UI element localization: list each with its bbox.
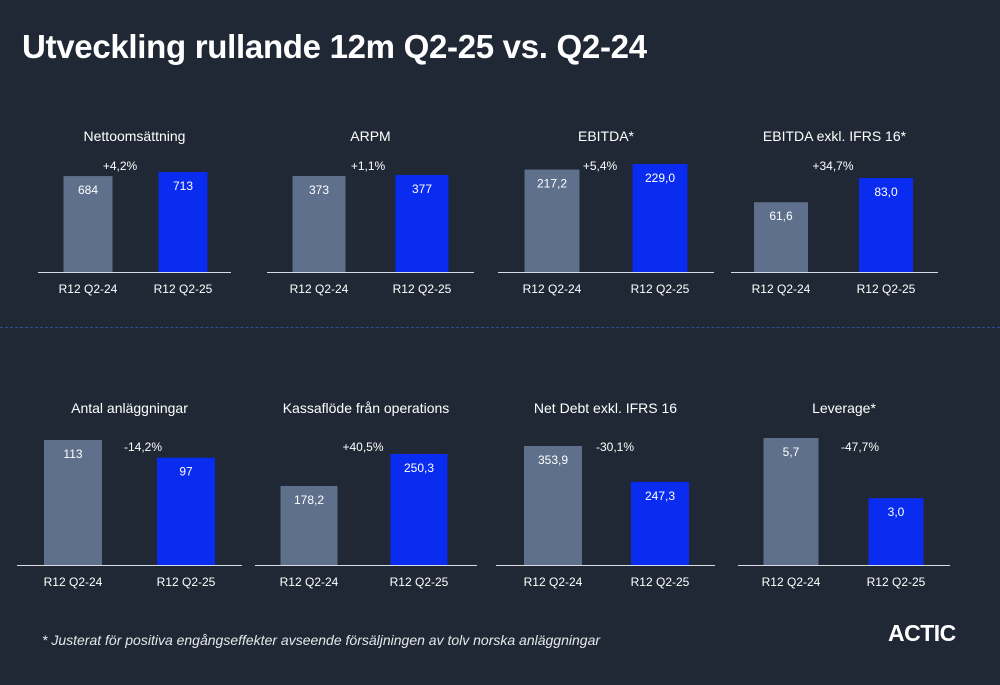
category-label: R12 Q2-25 xyxy=(631,575,690,589)
chart-title: ARPM xyxy=(350,128,390,144)
category-label: R12 Q2-24 xyxy=(524,575,583,589)
page-title: Utveckling rullande 12m Q2-25 vs. Q2-24 xyxy=(22,28,647,65)
change-label: +34,7% xyxy=(812,159,853,173)
bar-r12-q2-25 xyxy=(395,175,449,272)
category-label: R12 Q2-24 xyxy=(44,575,103,589)
bar-value-label: 61,6 xyxy=(769,209,793,223)
bar-r12-q2-25 xyxy=(632,164,688,272)
category-label: R12 Q2-25 xyxy=(867,575,926,589)
chart-title: Nettoomsättning xyxy=(84,128,186,144)
chart-title: Antal anläggningar xyxy=(71,400,188,416)
category-label: R12 Q2-24 xyxy=(523,282,582,296)
bar-r12-q2-24 xyxy=(754,202,808,272)
change-label: -47,7% xyxy=(841,440,879,454)
bar-value-label: 113 xyxy=(63,447,82,461)
bar-r12-q2-24 xyxy=(292,176,346,272)
category-label: R12 Q2-24 xyxy=(280,575,339,589)
bar-r12-q2-25 xyxy=(158,172,208,272)
bar-r12-q2-25 xyxy=(390,454,448,565)
bar-value-label: 713 xyxy=(173,179,193,193)
bar-value-label: 684 xyxy=(78,183,98,197)
category-label: R12 Q2-25 xyxy=(631,282,690,296)
bar-r12-q2-25 xyxy=(868,498,924,565)
bar-value-label: 97 xyxy=(179,465,193,479)
chart-title: Leverage* xyxy=(812,400,876,416)
change-label: -14,2% xyxy=(124,440,162,454)
change-label: +5,4% xyxy=(583,159,618,173)
bar-value-label: 5,7 xyxy=(783,445,800,459)
chart-title: Kassaflöde från operations xyxy=(283,400,450,416)
change-label: +1,1% xyxy=(351,159,386,173)
bar-value-label: 83,0 xyxy=(874,185,898,199)
chart-title: EBITDA exkl. IFRS 16* xyxy=(763,128,907,144)
bar-value-label: 247,3 xyxy=(645,489,675,503)
bar-value-label: 373 xyxy=(309,183,329,197)
bar-value-label: 353,9 xyxy=(538,453,568,467)
bar-r12-q2-24 xyxy=(63,176,113,272)
footnote: * Justerat för positiva engångseffekter … xyxy=(42,632,601,648)
actic-logo: ACTIC xyxy=(888,620,956,646)
bar-r12-q2-25 xyxy=(859,178,913,272)
category-label: R12 Q2-24 xyxy=(59,282,118,296)
category-label: R12 Q2-24 xyxy=(752,282,811,296)
category-label: R12 Q2-25 xyxy=(390,575,449,589)
category-label: R12 Q2-24 xyxy=(762,575,821,589)
bar-r12-q2-24 xyxy=(763,438,819,565)
bar-r12-q2-24 xyxy=(524,169,580,272)
category-label: R12 Q2-25 xyxy=(157,575,216,589)
category-label: R12 Q2-24 xyxy=(290,282,349,296)
chart-title: EBITDA* xyxy=(578,128,635,144)
bar-r12-q2-25 xyxy=(631,481,689,565)
change-label: +4,2% xyxy=(103,159,138,173)
bar-value-label: 217,2 xyxy=(537,177,567,191)
bar-value-label: 3,0 xyxy=(888,505,905,519)
bar-value-label: 250,3 xyxy=(404,461,434,475)
bar-value-label: 229,0 xyxy=(645,171,675,185)
bar-r12-q2-24 xyxy=(280,485,338,565)
change-label: +40,5% xyxy=(342,440,383,454)
bar-r12-q2-24 xyxy=(524,446,582,565)
category-label: R12 Q2-25 xyxy=(393,282,452,296)
chart-title: Net Debt exkl. IFRS 16 xyxy=(534,400,677,416)
bar-value-label: 178,2 xyxy=(294,493,324,507)
category-label: R12 Q2-25 xyxy=(154,282,213,296)
change-label: -30,1% xyxy=(596,440,634,454)
section-divider xyxy=(0,327,1000,328)
bar-r12-q2-25 xyxy=(157,457,215,565)
bar-r12-q2-24 xyxy=(44,440,102,565)
bar-value-label: 377 xyxy=(412,182,432,196)
category-label: R12 Q2-25 xyxy=(857,282,916,296)
